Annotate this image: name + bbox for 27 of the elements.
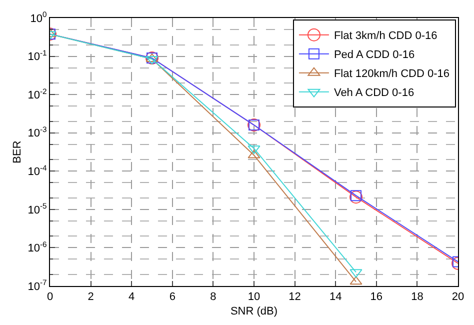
x-tick-label: 6: [169, 291, 176, 304]
y-tick-label: 10$^{-5}$: [28, 202, 47, 216]
legend-label: Flat 3km/h CDD 0-16: [334, 30, 438, 42]
y-tick-label: 10$^{-2}$: [28, 86, 47, 102]
y-axis-title: BER: [11, 140, 24, 164]
legend-label: Veh A CDD 0-16: [334, 87, 414, 100]
x-tick-label: 10: [248, 291, 260, 304]
x-tick-label: 12: [288, 291, 301, 304]
point: [350, 190, 362, 204]
y-tick-label: 10$^{-7}$: [28, 278, 47, 293]
y-tick-label: 10$^{-1}$: [28, 48, 47, 64]
point: [350, 190, 362, 202]
y-tick-label: 10$^{-3}$: [28, 125, 47, 140]
x-axis-title: SNR (dB): [230, 305, 278, 318]
x-tick-label: 8: [210, 291, 216, 304]
y-tick-label: 10$^{0}$: [30, 10, 47, 25]
x-tick-label: 0: [46, 291, 54, 304]
x-tick-label: 4: [128, 291, 135, 304]
x-tick-label: 18: [411, 291, 424, 304]
x-tick-label: 2: [88, 291, 94, 304]
legend-label: Flat 120km/h CDD 0-16: [334, 68, 450, 80]
legend-label: Ped A CDD 0-16: [334, 49, 415, 62]
x-tick-label: 20: [452, 291, 464, 304]
x-tick-label: 16: [370, 291, 383, 304]
y-tick-label: 10$^{-4}$: [28, 163, 48, 178]
y-tick-label: 10$^{-6}$: [28, 240, 47, 255]
x-tick-label: 14: [329, 291, 342, 304]
